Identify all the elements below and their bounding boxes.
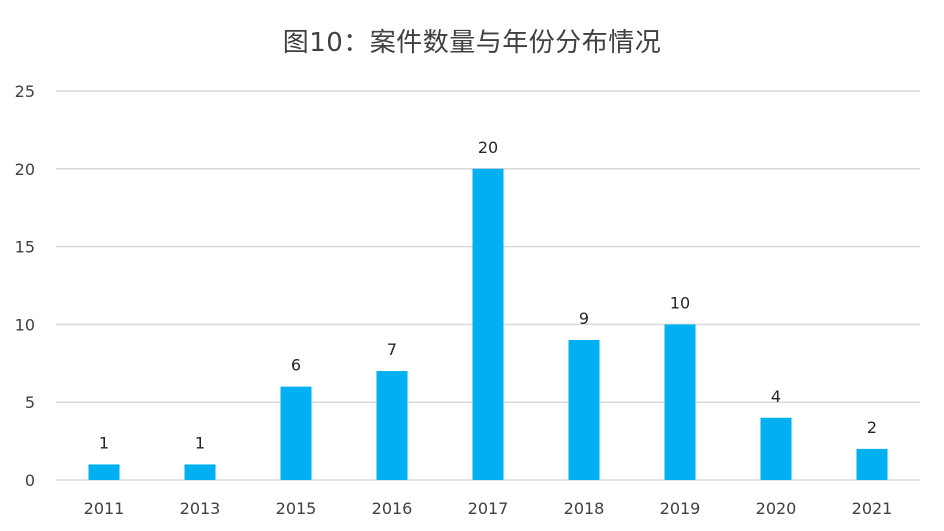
y-tick-label: 20	[15, 160, 35, 179]
x-tick-label: 2019	[660, 499, 701, 518]
x-tick-label: 2016	[372, 499, 413, 518]
y-tick-label: 10	[15, 315, 35, 334]
data-label: 9	[579, 309, 589, 328]
chart-title: 图10：案件数量与年份分布情况	[282, 28, 662, 58]
data-label: 6	[291, 356, 301, 375]
y-tick-label: 25	[15, 82, 35, 101]
x-tick-label: 2015	[276, 499, 317, 518]
data-label: 4	[771, 387, 781, 406]
data-label: 20	[478, 138, 498, 157]
bar	[88, 464, 120, 480]
x-tick-label: 2011	[84, 499, 125, 518]
bar	[184, 464, 216, 480]
x-tick-label: 2013	[180, 499, 221, 518]
data-label: 7	[387, 340, 397, 359]
bar	[856, 448, 888, 480]
y-tick-label: 0	[25, 471, 35, 490]
bar	[760, 417, 792, 480]
x-tick-label: 2020	[756, 499, 797, 518]
y-tick-label: 5	[25, 393, 35, 412]
x-tick-label: 2018	[564, 499, 605, 518]
bar	[280, 386, 312, 480]
data-label: 2	[867, 418, 877, 437]
bar	[568, 339, 600, 480]
data-label: 10	[670, 293, 690, 312]
data-label: 1	[195, 433, 205, 452]
data-label: 1	[99, 433, 109, 452]
bar	[472, 168, 504, 481]
y-tick-label: 15	[15, 238, 35, 257]
x-tick-label: 2021	[852, 499, 893, 518]
bar	[664, 324, 696, 480]
x-tick-label: 2017	[468, 499, 509, 518]
bar	[376, 371, 408, 480]
